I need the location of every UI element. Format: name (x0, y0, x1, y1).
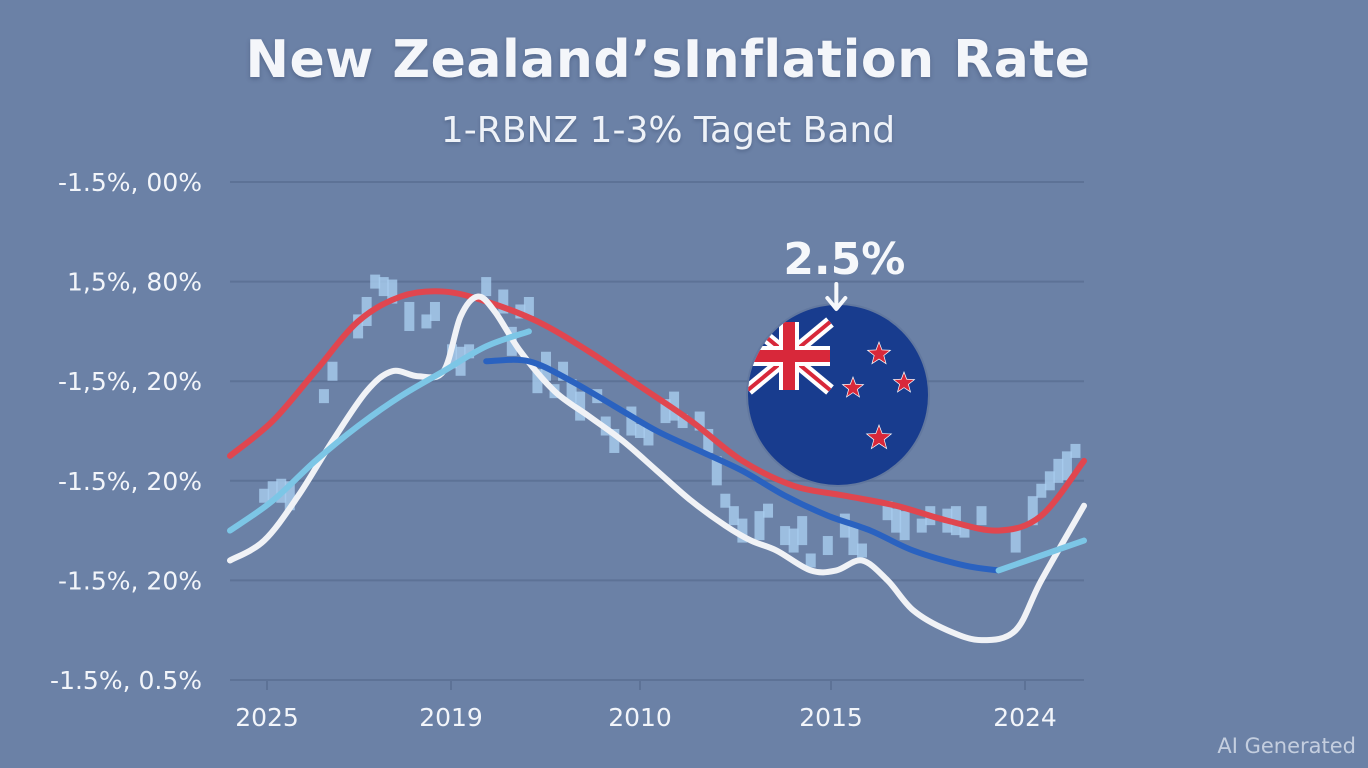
x-tick-label: 2025 (235, 703, 299, 732)
bar-mark (1027, 496, 1038, 526)
bar-mark (780, 526, 791, 546)
bar-mark (891, 508, 902, 533)
x-tick-label: 2019 (419, 703, 483, 732)
bar-mark (498, 289, 509, 314)
callout-arrow-icon (825, 282, 848, 311)
y-tick-label: 1,5%, 80% (67, 268, 202, 297)
bar-mark (387, 279, 398, 304)
ai-generated-watermark: AI Generated (1217, 734, 1356, 758)
bar-mark (532, 369, 543, 394)
x-axis: 2025 2019 2010 2015 2024 (235, 680, 1057, 732)
bar-mark (404, 301, 415, 331)
bar-mark (327, 361, 338, 381)
y-tick-label: -1.5%, 0.5% (50, 666, 202, 695)
bar-mark (822, 536, 833, 556)
bar-mark (754, 511, 765, 541)
bar-mark (1070, 443, 1081, 458)
bar-mark (284, 481, 295, 511)
x-tick-label: 2010 (608, 703, 672, 732)
bar-mark (643, 426, 654, 446)
series-line-4 (483, 356, 1002, 574)
bar-mark (797, 516, 808, 546)
flag-star (843, 378, 863, 397)
flag-star (894, 373, 914, 392)
bar-mark (728, 506, 739, 526)
series-line-3 (227, 328, 532, 534)
bar-mark (703, 428, 714, 453)
bar-mark (558, 361, 569, 381)
bar-mark (1053, 458, 1064, 483)
bar-mark (429, 301, 440, 321)
callout: 2.5% (783, 234, 905, 311)
bar-mark (575, 391, 586, 421)
bar-mark (737, 518, 748, 543)
bar-mark (976, 506, 987, 526)
bar-mark (566, 379, 577, 404)
series-lines (227, 288, 1087, 644)
bar-mark (677, 414, 688, 429)
bar-mark (481, 277, 492, 297)
bar-mark (634, 424, 645, 438)
bar-mark (1036, 483, 1047, 498)
bar-mark (421, 314, 432, 329)
series-line-1 (227, 288, 1087, 534)
bar-mark (267, 481, 278, 501)
series-line-2 (227, 293, 1087, 644)
bar-mark (378, 277, 389, 297)
y-tick-label: -1.5%, 20% (58, 467, 202, 496)
bar-mark (464, 344, 475, 359)
y-axis: -1.5%, 00% 1,5%, 80% -1,5%, 20% -1.5%, 20% -… (50, 168, 202, 695)
flag-star (867, 426, 891, 448)
bar-mark (370, 274, 381, 289)
flag-stars (841, 341, 916, 450)
bar-mark (839, 513, 850, 538)
grid-lines (230, 181, 1084, 681)
chart-subtitle: 1-RBNZ 1-3% Taget Band (440, 110, 896, 151)
bar-mark (1044, 471, 1055, 491)
bar-mark (626, 406, 637, 436)
bar-mark (259, 488, 270, 503)
bar-mark (1061, 451, 1072, 481)
bar-mark (763, 503, 774, 518)
new-zealand-flag-icon (746, 303, 930, 487)
bar-mark (318, 389, 329, 404)
bar-mark (788, 528, 799, 553)
bar-mark (848, 526, 859, 556)
bar-mark (805, 553, 816, 568)
flag-star (868, 343, 890, 363)
y-tick-label: -1.5%, 20% (58, 566, 202, 595)
chart-title: New Zealand’sInflation Rate (245, 30, 1091, 90)
bar-mark (1010, 528, 1021, 553)
bar-mark (609, 428, 620, 453)
bar-mark (916, 518, 927, 533)
y-tick-label: -1,5%, 20% (58, 367, 202, 396)
x-tick-label: 2015 (799, 703, 863, 732)
series-line-5 (995, 537, 1087, 574)
callout-label: 2.5% (783, 234, 905, 285)
bar-mark (660, 399, 671, 424)
bar-mark (720, 493, 731, 508)
x-tick-label: 2024 (993, 703, 1057, 732)
y-tick-label: -1.5%, 00% (58, 168, 202, 197)
bar-mark (856, 543, 867, 558)
bar-mark (711, 456, 722, 486)
bar-mark (353, 314, 364, 339)
bar-mark (694, 411, 705, 431)
bar-mark (959, 523, 970, 538)
bar-mark (523, 297, 534, 316)
bar-mark (882, 501, 893, 521)
bar-mark (899, 511, 910, 541)
